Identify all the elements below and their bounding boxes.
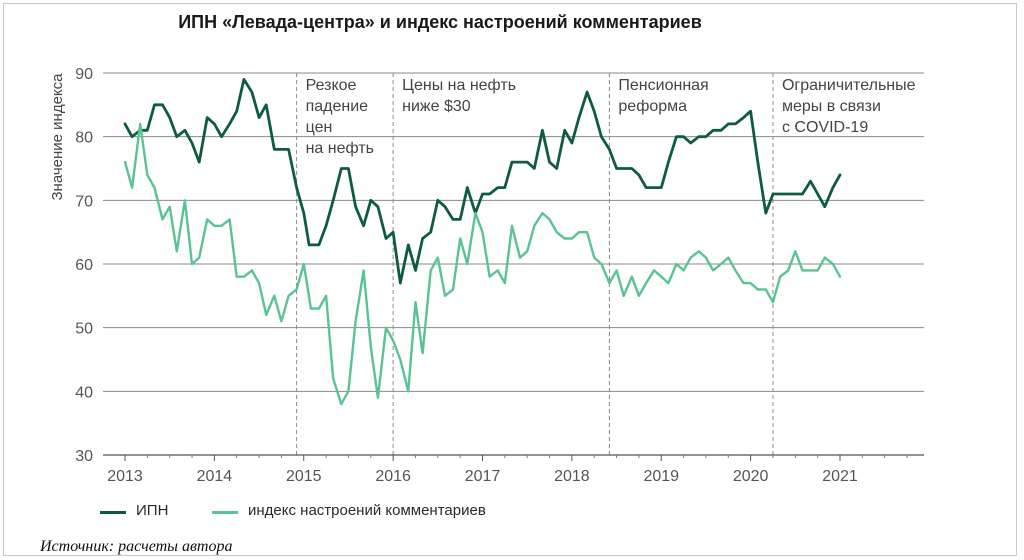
annotation-text: падение [306,98,369,115]
y-tick-label: 80 [75,130,93,147]
annotation-text: с COVID-19 [782,119,868,136]
annotation-text: Пенсионная [618,77,708,94]
y-axis-title: Значение индекса [49,73,66,201]
x-tick-label: 2019 [643,468,679,485]
annotation-text: реформа [618,98,687,115]
x-tick-label: 2017 [465,468,501,485]
y-tick-label: 50 [75,321,93,338]
chart-frame [3,3,1017,556]
gridlines [103,72,924,392]
series-line-ipn [123,78,842,285]
annotation-text: Резкое [306,77,357,94]
annotation-text: ниже $30 [402,98,471,115]
y-tick-label: 30 [75,448,93,465]
x-tick-label: 2014 [197,468,233,485]
series-line-sentiment [123,122,842,406]
legend-label-ipn: ИПН [136,502,169,519]
legend-swatch-ipn [100,511,126,514]
annotation-text: Цены на нефть [402,77,516,94]
annotation-text: Ограничительные [782,77,916,94]
x-tick-label: 2018 [554,468,590,485]
y-tick-label: 40 [75,384,93,401]
y-tick-label: 90 [75,66,93,83]
chart-title: ИПН «Левада-центра» и индекс настроений … [178,12,702,32]
event-dividers [296,73,774,455]
y-tick-label: 70 [75,193,93,210]
annotation-text: цен [306,119,333,136]
source-note: Источник: расчеты автора [40,538,233,555]
annotation-text: меры в связи [782,98,881,115]
annotations: Резкое падение цен на нефть Цены на нефть ниж… [306,77,916,157]
series-lines [123,78,842,406]
y-tick-label: 60 [75,257,93,274]
axes: 30 40 50 60 70 80 90 2013 2014 2015 2016 2017 2018 20… [75,66,924,485]
annotation-text: на нефть [306,140,374,157]
legend-swatch-sentiment [212,511,238,514]
x-tick-label: 2021 [822,468,858,485]
legend-label-sentiment: индекс настроений комментариев [248,502,486,519]
x-tick-label: 2013 [107,468,143,485]
x-tick-label: 2016 [375,468,411,485]
x-tick-label: 2015 [286,468,322,485]
x-tick-label: 2020 [733,468,769,485]
